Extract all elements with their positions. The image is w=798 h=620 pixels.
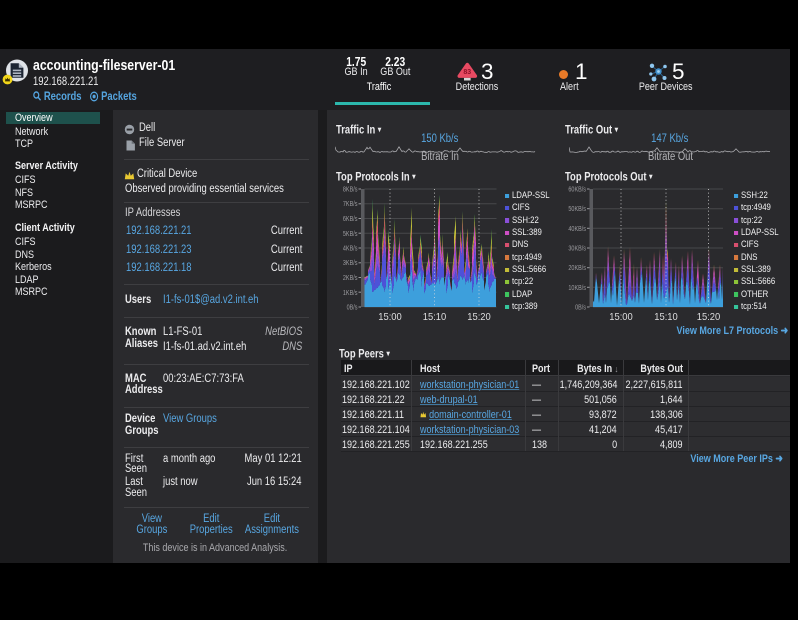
svg-text:3KB/s: 3KB/s	[343, 260, 358, 267]
svg-text:5KB/s: 5KB/s	[343, 231, 358, 238]
svg-text:1KB/s: 1KB/s	[343, 290, 358, 297]
svg-text:15:10: 15:10	[423, 311, 447, 322]
svg-text:15:20: 15:20	[697, 311, 721, 322]
svg-text:15:00: 15:00	[378, 311, 402, 322]
svg-text:40KB/s: 40KB/s	[568, 226, 586, 233]
svg-text:8KB/s: 8KB/s	[343, 187, 358, 194]
svg-text:15:20: 15:20	[467, 311, 491, 322]
svg-text:83: 83	[463, 69, 471, 76]
svg-text:50KB/s: 50KB/s	[568, 206, 586, 213]
svg-text:30KB/s: 30KB/s	[568, 246, 586, 253]
svg-text:10KB/s: 10KB/s	[568, 285, 586, 292]
svg-text:7KB/s: 7KB/s	[343, 201, 358, 208]
svg-text:6KB/s: 6KB/s	[343, 216, 358, 223]
svg-text:15:10: 15:10	[654, 311, 678, 322]
svg-text:0B/s: 0B/s	[347, 305, 358, 312]
svg-text:2KB/s: 2KB/s	[343, 275, 358, 282]
svg-text:20KB/s: 20KB/s	[568, 265, 586, 272]
svg-text:15:00: 15:00	[609, 311, 633, 322]
svg-text:60KB/s: 60KB/s	[568, 187, 586, 194]
svg-text:4KB/s: 4KB/s	[343, 246, 358, 253]
svg-text:0B/s: 0B/s	[575, 305, 586, 312]
